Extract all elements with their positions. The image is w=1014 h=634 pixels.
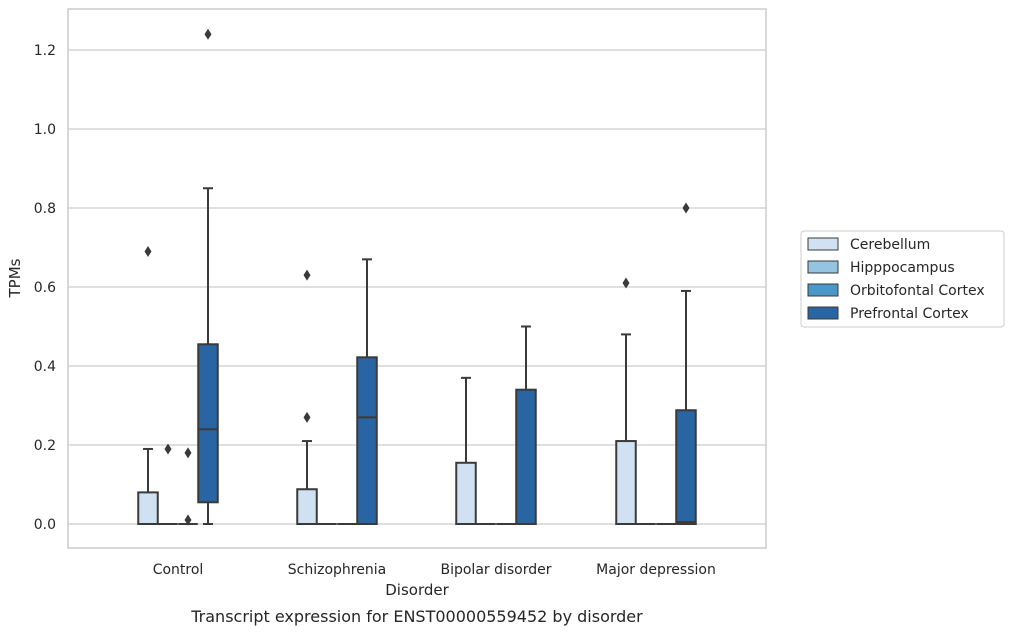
- box-hipppocampus: [158, 443, 178, 525]
- outlier-point: [682, 202, 690, 214]
- plot-background: [68, 9, 766, 548]
- outlier-point: [303, 269, 311, 281]
- gridlines: [68, 49, 766, 525]
- outlier-point: [204, 28, 212, 40]
- figure-caption: Transcript expression for ENST0000055945…: [190, 607, 643, 626]
- x-tick-label: Bipolar disorder: [440, 562, 551, 578]
- x-tick-labels: Control Schizophrenia Bipolar disorder Majo…: [153, 562, 716, 578]
- outlier-point: [303, 411, 311, 423]
- legend-label: Cerebellum: [850, 237, 930, 253]
- y-tick-label: 0.6: [34, 280, 56, 296]
- plot-frame: [67, 8, 767, 549]
- box-body: [615, 440, 637, 525]
- box-prefrontal-cortex: [675, 202, 697, 525]
- box-cerebellum: [137, 245, 159, 525]
- x-tick-label: Schizophrenia: [288, 562, 386, 578]
- y-tick-label: 1.0: [34, 122, 56, 138]
- legend-swatch: [807, 237, 839, 251]
- outlier-point: [184, 514, 192, 526]
- outlier-point: [622, 277, 630, 289]
- legend-label: Hipppocampus: [850, 260, 955, 276]
- legend-label: Prefrontal Cortex: [850, 306, 969, 322]
- box-body: [356, 356, 378, 525]
- outlier-point: [144, 245, 152, 257]
- x-tick-label: Control: [153, 562, 204, 578]
- y-tick-label: 0.0: [34, 517, 56, 533]
- legend-frame: [800, 230, 1005, 328]
- box-body: [197, 343, 219, 504]
- y-tick-label: 0.2: [34, 438, 56, 454]
- legend-swatch: [807, 260, 839, 274]
- box-body: [455, 461, 477, 525]
- y-tick-labels: 0.0 0.2 0.4 0.6 0.8 1.0 1.2: [34, 43, 56, 533]
- x-tick-label: Major depression: [596, 562, 716, 578]
- box-body: [515, 388, 537, 526]
- box-prefrontal-cortex: [197, 28, 219, 525]
- box-cerebellum: [296, 269, 318, 525]
- box-body: [675, 409, 697, 525]
- legend: Cerebellum Hipppocampus Orbitofontal Corte…: [800, 230, 1005, 328]
- box-groups: [137, 28, 697, 526]
- box-cerebellum: [615, 277, 637, 525]
- box-cerebellum: [455, 376, 477, 525]
- box-prefrontal-cortex: [356, 258, 378, 525]
- outlier-point: [164, 443, 172, 455]
- legend-swatch: [807, 283, 839, 297]
- outlier-point: [184, 447, 192, 459]
- y-tick-label: 0.8: [34, 201, 56, 217]
- box-body: [137, 491, 159, 525]
- box-prefrontal-cortex: [515, 325, 537, 526]
- legend-label: Orbitofontal Cortex: [850, 283, 985, 299]
- legend-swatch: [807, 306, 839, 320]
- box-body: [296, 488, 318, 525]
- y-tick-label: 1.2: [34, 43, 56, 59]
- x-axis-title: Disorder: [385, 581, 449, 599]
- y-axis-title: TPMs: [6, 258, 24, 298]
- box-orbitofontal-cortex: [178, 447, 198, 526]
- y-tick-label: 0.4: [34, 359, 56, 375]
